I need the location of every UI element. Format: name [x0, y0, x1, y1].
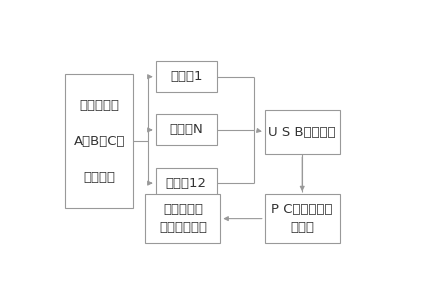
Bar [145, 194, 220, 243]
Bar [265, 194, 340, 243]
Bar [265, 110, 340, 154]
Bar [156, 61, 217, 92]
Text: 传感器N: 传感器N [169, 124, 203, 137]
Bar [156, 168, 217, 199]
Text: U S B接收天线: U S B接收天线 [268, 126, 336, 139]
Bar [65, 75, 133, 208]
Text: P C端数据显示
及存储: P C端数据显示 及存储 [271, 203, 333, 234]
Text: 传感器1: 传感器1 [170, 70, 202, 83]
Text: 数据分析及
趋势比对软件: 数据分析及 趋势比对软件 [159, 203, 207, 234]
Bar [156, 114, 217, 145]
Text: 电力变压器

A、B、C相

振动信号: 电力变压器 A、B、C相 振动信号 [73, 98, 125, 183]
Text: 传感器12: 传感器12 [166, 177, 207, 190]
